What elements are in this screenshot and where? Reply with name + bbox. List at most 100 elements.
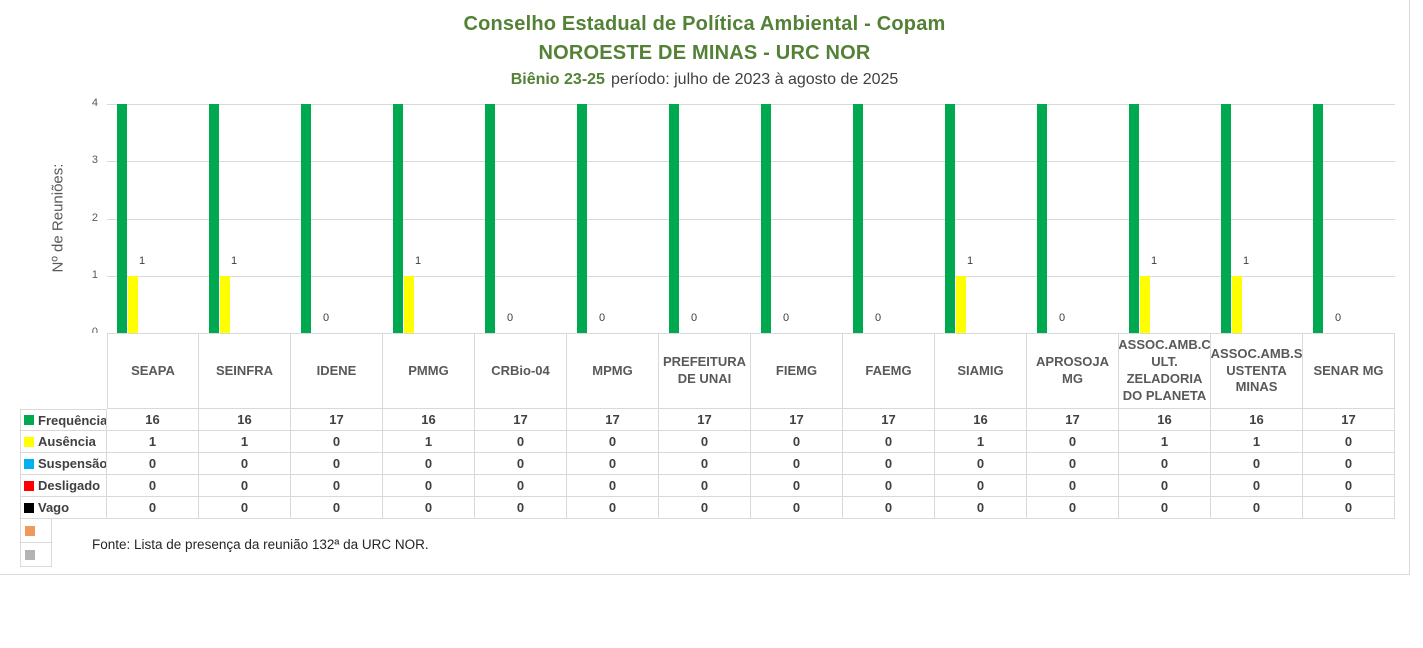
value-cell-desligado-assoc-amb-c-ult-zeladoria-do-planeta: 0 (1119, 475, 1211, 497)
value-cell-frequencia-faemg: 17 (843, 409, 935, 431)
ausencia-value-label-idene: 0 (323, 312, 330, 324)
ausencia-value-label-crbio-04: 0 (507, 312, 514, 324)
value-cell-frequencia-fiemg: 17 (751, 409, 843, 431)
value-cell-frequencia-seapa: 16 (107, 409, 199, 431)
category-header-assoc-amb-c-ult-zeladoria-do-planeta: ASSOC.AMB.C ULT. ZELADORIA DO PLANETA (1119, 333, 1211, 409)
extra-legend-swatch-1 (25, 525, 35, 536)
value-cell-frequencia-assoc-amb-c-ult-zeladoria-do-planeta: 16 (1119, 409, 1211, 431)
value-cell-ausencia-pmmg: 1 (383, 431, 475, 453)
value-cell-desligado-pmmg: 0 (383, 475, 475, 497)
value-cell-suspensao-idene: 0 (291, 453, 383, 475)
frequencia-bar-seapa (117, 104, 127, 333)
legend-label: Frequência (38, 412, 107, 428)
y-axis-title: Nº de Reuniões: (49, 163, 67, 273)
value-cell-frequencia-idene: 17 (291, 409, 383, 431)
frequencia-bar-aprosoja-mg (1037, 104, 1047, 333)
value-cell-vago-seinfra: 0 (199, 497, 291, 519)
legend-label: Ausência (38, 434, 96, 449)
ausencia-value-label-assoc-amb-c-ult-zeladoria-do-planeta: 1 (1151, 254, 1158, 267)
value-cell-desligado-seinfra: 0 (199, 475, 291, 497)
gridline-y-2 (107, 218, 1395, 220)
value-cell-vago-seapa: 0 (107, 497, 199, 519)
chart-object: Conselho Estadual de Política Ambiental … (0, 0, 1410, 575)
value-cell-desligado-prefeitura-de-unai: 0 (659, 475, 751, 497)
table-corner-blank (20, 333, 107, 409)
frequencia-bar-pmmg (393, 104, 403, 333)
value-cell-ausencia-assoc-amb-s-ustenta-minas: 1 (1211, 431, 1303, 453)
value-cell-frequencia-seinfra: 16 (199, 409, 291, 431)
extra-legend-cell-2 (20, 543, 52, 567)
value-cell-frequencia-crbio-04: 17 (475, 409, 567, 431)
y-tick-label-0: 0 (91, 326, 98, 338)
category-header-crbio-04: CRBio-04 (475, 333, 567, 409)
value-cell-vago-pmmg: 0 (383, 497, 475, 519)
legend-item-desligado: Desligado (20, 475, 107, 497)
ausencia-value-label-faemg: 0 (875, 312, 882, 324)
source-note: Fonte: Lista de presença da reunião 132ª… (92, 537, 429, 552)
value-cell-vago-fiemg: 0 (751, 497, 843, 519)
category-header-seapa: SEAPA (107, 333, 199, 409)
value-cell-ausencia-idene: 0 (291, 431, 383, 453)
category-header-fiemg: FIEMG (751, 333, 843, 409)
value-cell-ausencia-mpmg: 0 (567, 431, 659, 453)
category-header-pmmg: PMMG (383, 333, 475, 409)
ausencia-value-label-senar-mg: 0 (1335, 312, 1342, 324)
value-cell-suspensao-seapa: 0 (107, 453, 199, 475)
y-tick-label-1: 1 (91, 268, 98, 281)
legend-label: Vago (38, 500, 70, 515)
chart-subtitle: NOROESTE DE MINAS - URC NOR (538, 42, 871, 64)
value-cell-vago-senar-mg: 0 (1303, 497, 1395, 519)
frequencia-bar-faemg (853, 104, 863, 333)
gridline-y-4 (107, 104, 1395, 105)
frequencia-bar-idene (301, 104, 311, 333)
value-cell-vago-aprosoja-mg: 0 (1027, 497, 1119, 519)
legend-item-ausencia: Ausência (20, 431, 107, 453)
value-cell-vago-idene: 0 (291, 497, 383, 519)
value-cell-vago-assoc-amb-s-ustenta-minas: 0 (1211, 497, 1303, 519)
value-cell-vago-siamig: 0 (935, 497, 1027, 519)
desligado-legend-swatch (24, 480, 34, 491)
y-tick-label-2: 2 (91, 211, 98, 224)
value-cell-frequencia-assoc-amb-s-ustenta-minas: 16 (1211, 409, 1303, 431)
value-cell-vago-assoc-amb-c-ult-zeladoria-do-planeta: 0 (1119, 497, 1211, 519)
frequencia-bar-fiemg (761, 104, 771, 333)
gridline-y-1 (107, 275, 1395, 277)
value-cell-suspensao-fiemg: 0 (751, 453, 843, 475)
value-cell-suspensao-crbio-04: 0 (475, 453, 567, 475)
data-table: SEAPA SEINFRA IDENE PMMG CRBio-04 MPMG PREFEIT… (20, 333, 1395, 519)
value-cell-desligado-crbio-04: 0 (475, 475, 567, 497)
frequencia-legend-swatch (24, 415, 34, 425)
ausencia-legend-swatch (24, 436, 34, 447)
ausencia-bar-assoc-amb-c-ult-zeladoria-do-planeta (1140, 275, 1150, 333)
value-cell-vago-crbio-04: 0 (475, 497, 567, 519)
value-cell-frequencia-mpmg: 17 (567, 409, 659, 431)
value-cell-vago-prefeitura-de-unai: 0 (659, 497, 751, 519)
value-cell-frequencia-senar-mg: 17 (1303, 409, 1395, 431)
value-cell-suspensao-faemg: 0 (843, 453, 935, 475)
legend-label: Desligado (38, 478, 101, 493)
value-cell-desligado-mpmg: 0 (567, 475, 659, 497)
value-cell-suspensao-assoc-amb-c-ult-zeladoria-do-planeta: 0 (1119, 453, 1211, 475)
ausencia-bar-seapa (128, 275, 138, 333)
value-cell-frequencia-prefeitura-de-unai: 17 (659, 409, 751, 431)
y-tick-label-4: 4 (91, 97, 98, 109)
frequencia-bar-senar-mg (1313, 104, 1323, 333)
value-cell-desligado-seapa: 0 (107, 475, 199, 497)
category-header-assoc-amb-s-ustenta-minas: ASSOC.AMB.S USTENTA MINAS (1211, 333, 1303, 409)
value-cell-ausencia-crbio-04: 0 (475, 431, 567, 453)
ausencia-value-label-aprosoja-mg: 0 (1059, 312, 1066, 324)
vago-legend-swatch (24, 502, 34, 513)
chart-title: Conselho Estadual de Política Ambiental … (463, 13, 946, 35)
value-cell-suspensao-assoc-amb-s-ustenta-minas: 0 (1211, 453, 1303, 475)
value-cell-ausencia-senar-mg: 0 (1303, 431, 1395, 453)
frequencia-bar-prefeitura-de-unai (669, 104, 679, 333)
value-cell-ausencia-siamig: 1 (935, 431, 1027, 453)
ausencia-bar-assoc-amb-s-ustenta-minas (1232, 275, 1242, 333)
value-cell-desligado-senar-mg: 0 (1303, 475, 1395, 497)
value-cell-suspensao-seinfra: 0 (199, 453, 291, 475)
ausencia-bar-pmmg (404, 275, 414, 333)
ausencia-value-label-seinfra: 1 (231, 254, 238, 267)
suspensao-legend-swatch (24, 458, 34, 469)
ausencia-value-label-mpmg: 0 (599, 312, 606, 324)
